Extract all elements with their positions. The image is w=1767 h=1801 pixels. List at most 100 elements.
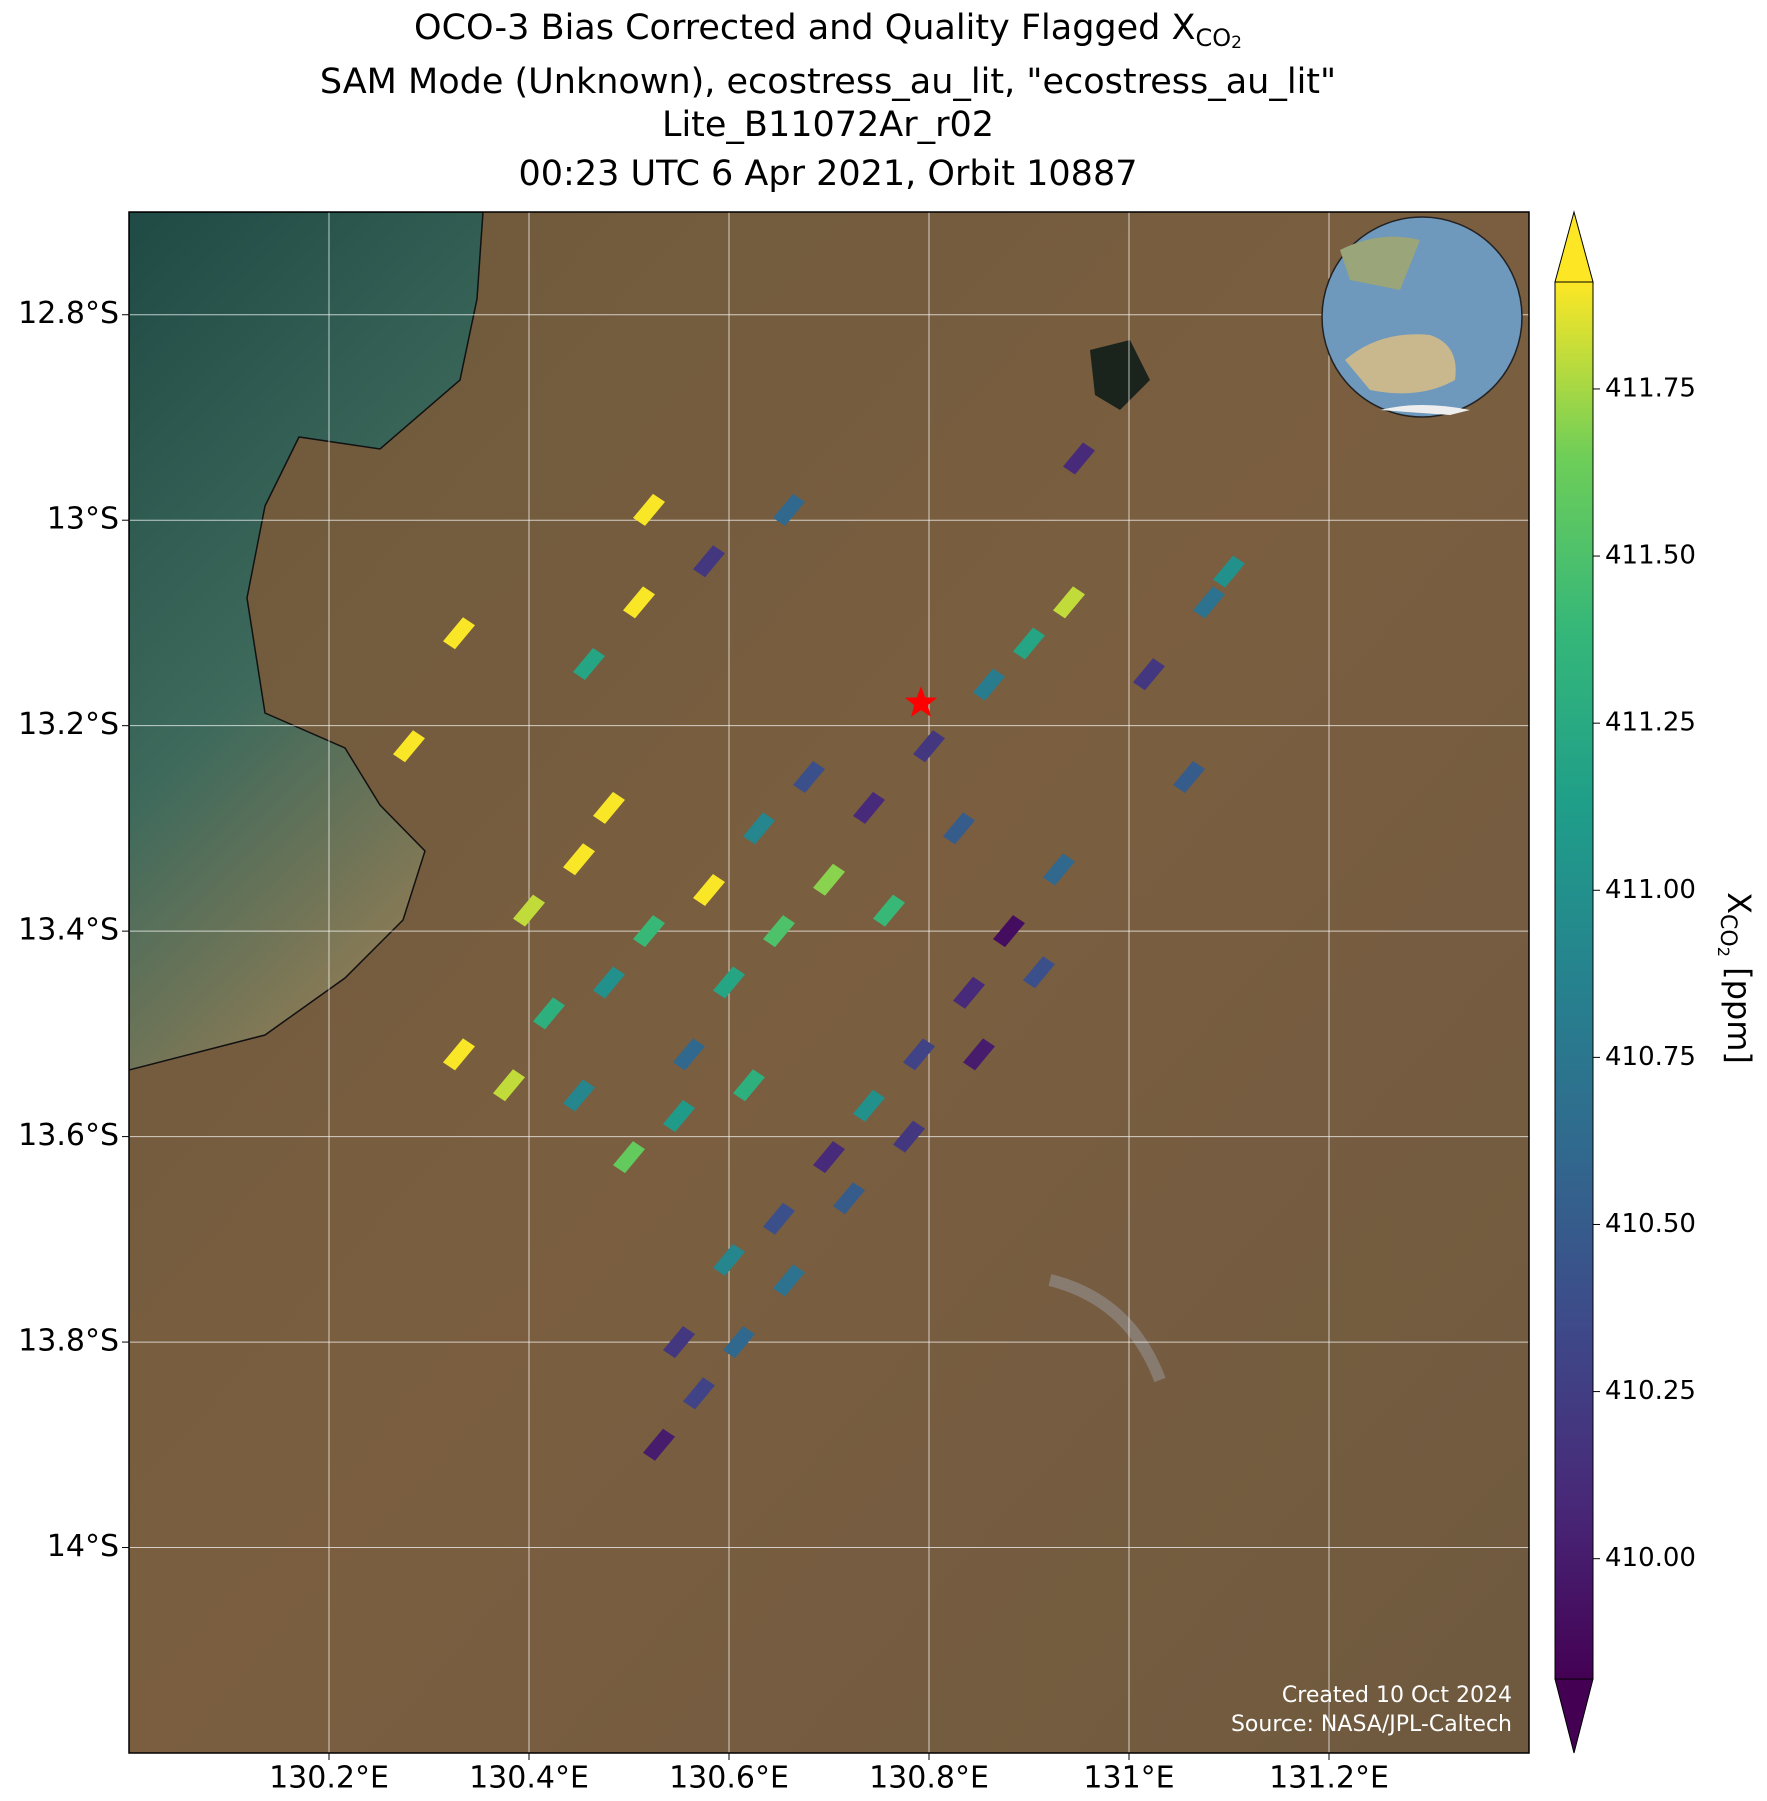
inset-australia [1345,334,1456,394]
colorbar-frame [1554,281,1594,1680]
lake [1090,340,1150,410]
inset-asia [1340,236,1420,290]
credit: Created 10 Oct 2024 [1282,1683,1512,1708]
colorbar-tick-label: 411.75 [1605,373,1696,403]
colorbar-label-unit: [ppm] [1720,957,1758,1064]
axes: 130.2°E 130.4°E 130.6°E 130.8°E 131°E 131.2°E… [18,296,1389,1795]
soundings [393,442,1245,1461]
title-line: 00:23 UTC 6 Apr 2021, Orbit 10887 [519,154,1138,194]
sounding [813,1141,845,1174]
title-subscript: 2 [1231,33,1242,53]
colorbar-label: XCO2 [ppm] [1715,892,1759,1064]
map-frame [128,211,1530,1754]
title-line: Lite_B11072Ar_r02 [662,105,994,145]
sounding [943,812,975,845]
sounding [793,761,825,794]
colorbar-label-subscript: CO [1715,914,1740,947]
sounding [693,545,725,578]
sounding [1193,586,1225,619]
sounding [643,1428,675,1461]
y-tick-label: 14°S [47,1529,119,1564]
x-tick-label: 130.4°E [469,1761,589,1796]
sounding [593,966,625,999]
sounding [813,863,845,896]
y-tick-label: 12.8°S [18,296,119,331]
sounding [693,874,725,907]
sounding [683,1377,715,1410]
sounding [733,1069,765,1102]
y-tick-label: 13.6°S [18,1118,119,1153]
colorbar-tick-label: 410.50 [1605,1209,1696,1239]
sounding [613,1141,645,1174]
sounding [663,1326,695,1359]
y-tick-label: 13.2°S [18,707,119,742]
sounding [833,1182,865,1215]
sounding [1053,586,1085,619]
sounding [443,617,475,650]
target-marker [904,686,938,717]
sounding [993,915,1025,948]
sounding [623,586,655,619]
title-text: OCO-3 Bias Corrected and Quality Flagged… [414,8,1195,48]
inset-antarctica [1380,405,1470,415]
sounding [563,843,595,876]
colorbar-extend-low [1554,1678,1594,1754]
land-background [129,212,1529,1753]
sounding [493,1069,525,1102]
colorbar-tick-label: 411.25 [1605,708,1696,738]
grid [129,212,1529,1753]
colorbar-ticks: 410.00 410.25 410.50 410.75 411.00 411.25 411.… [1593,373,1696,1573]
colorbar-label-subscript: 2 [1715,947,1734,957]
title-subscript: CO [1195,24,1231,52]
sounding [773,493,805,526]
sounding [1173,761,1205,794]
sounding [913,730,945,763]
sounding [713,966,745,999]
sounding [593,791,625,824]
sounding [443,1038,475,1071]
sounding [853,791,885,824]
sounding [1213,555,1245,588]
sounding [663,1100,695,1133]
x-tick-label: 130.2°E [269,1761,389,1796]
sounding [513,894,545,927]
title-line: SAM Mode (Unknown), ecostress_au_lit, "e… [320,62,1336,102]
sounding [953,976,985,1009]
sounding [763,1202,795,1235]
x-tick-label: 130.8°E [869,1761,989,1796]
sounding [763,915,795,948]
x-tick-label: 130.6°E [669,1761,789,1796]
y-tick-label: 13°S [47,502,119,537]
credit: Source: NASA/JPL-Caltech [1231,1712,1512,1737]
sounding [973,668,1005,701]
colorbar-label-text: X [1720,892,1758,914]
colorbar-extend-high [1554,210,1594,283]
y-tick-label: 13.8°S [18,1324,119,1359]
colorbar: 410.00 410.25 410.50 410.75 411.00 411.25 411.… [1554,210,1759,1754]
sounding [963,1038,995,1071]
map-area: Created 10 Oct 2024 Source: NASA/JPL-Cal… [129,212,1529,1753]
sounding [893,1120,925,1153]
sounding [773,1264,805,1297]
x-tick-label: 131°E [1083,1761,1174,1796]
sounding [723,1326,755,1359]
sounding [1063,442,1095,475]
sounding [1133,658,1165,691]
sounding [673,1038,705,1071]
colorbar-tick-label: 410.75 [1605,1042,1696,1072]
colorbar-tick-label: 410.25 [1605,1376,1696,1406]
sounding [743,812,775,845]
sea [129,212,484,1071]
sounding [393,730,425,763]
sounding [713,1243,745,1276]
colorbar-body [1555,282,1593,1679]
colorbar-tick-label: 411.50 [1605,541,1696,571]
sounding [563,1079,595,1112]
sounding [533,997,565,1030]
colorbar-tick-label: 410.00 [1605,1543,1696,1573]
sounding [1043,853,1075,886]
sounding [633,915,665,948]
sounding [1013,627,1045,660]
smoke [1048,1274,1166,1383]
